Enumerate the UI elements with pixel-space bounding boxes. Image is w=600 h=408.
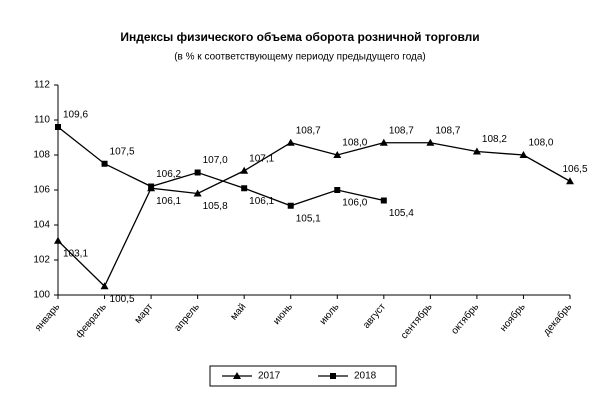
- point: [330, 373, 336, 379]
- x-tick-label: октябрь: [449, 301, 482, 337]
- y-tick-label: 104: [33, 220, 50, 231]
- data-label: 103,1: [63, 248, 88, 259]
- point: [54, 236, 62, 244]
- legend-label: 2018: [354, 371, 377, 382]
- data-label: 109,6: [63, 110, 88, 121]
- point: [194, 169, 201, 176]
- data-label: 108,7: [435, 125, 460, 136]
- point: [240, 166, 249, 174]
- data-label: 105,1: [296, 213, 321, 224]
- y-tick-label: 100: [33, 290, 50, 301]
- x-tick-label: июнь: [271, 302, 295, 327]
- data-label: 108,7: [296, 125, 321, 136]
- x-tick-label: июль: [318, 302, 342, 327]
- data-label: 107,1: [249, 153, 274, 164]
- series-line: [57, 142, 571, 288]
- data-label: 106,1: [249, 196, 274, 207]
- point: [287, 202, 294, 209]
- point: [100, 282, 109, 290]
- point: [472, 147, 481, 155]
- point: [334, 187, 341, 193]
- x-tick-label: сентябрь: [398, 301, 435, 341]
- chart-subtitle: (в % к соответствующему периоду предыдущ…: [174, 52, 426, 63]
- x-tick-label: февраль: [73, 301, 109, 340]
- point: [233, 372, 241, 379]
- data-label: 107,0: [203, 155, 228, 166]
- x-tick-label: январь: [33, 302, 62, 334]
- data-label: 106,5: [562, 164, 587, 175]
- data-label: 105,8: [203, 201, 228, 212]
- x-tick-label: декабрь: [541, 301, 575, 338]
- point: [193, 189, 202, 197]
- point: [380, 197, 387, 204]
- point: [241, 185, 248, 192]
- chart-title: Индексы физического объема оборота розни…: [120, 30, 479, 44]
- data-label: 108,7: [389, 125, 414, 136]
- x-tick-label: март: [133, 301, 156, 326]
- x-tick-label: ноябрь: [497, 301, 527, 334]
- y-tick-label: 110: [34, 115, 50, 126]
- point: [519, 151, 528, 158]
- data-label: 108,2: [482, 134, 507, 145]
- y-tick-label: 112: [34, 80, 50, 91]
- data-label: 107,5: [110, 146, 135, 157]
- series-line: [57, 126, 384, 207]
- x-tick-label: август: [361, 301, 388, 331]
- point: [148, 183, 155, 190]
- y-tick-label: 108: [33, 150, 50, 161]
- legend-box: [209, 365, 397, 387]
- point: [333, 151, 342, 158]
- y-tick-label: 106: [33, 185, 50, 196]
- x-tick-label: май: [228, 302, 248, 323]
- data-label: 100,5: [110, 294, 135, 305]
- x-tick-label: апрель: [172, 302, 202, 334]
- legend-label: 2017: [258, 371, 281, 382]
- data-label: 106,1: [156, 196, 181, 207]
- point: [101, 160, 108, 167]
- data-label: 105,4: [389, 208, 414, 219]
- data-label: 108,0: [342, 138, 367, 149]
- point: [286, 138, 295, 146]
- data-label: 106,0: [342, 198, 367, 209]
- data-label: 106,2: [156, 169, 181, 180]
- data-label: 108,0: [528, 138, 553, 149]
- y-tick-label: 102: [33, 255, 50, 266]
- point: [55, 124, 61, 130]
- point: [566, 177, 574, 185]
- point: [379, 138, 388, 146]
- point: [426, 138, 435, 146]
